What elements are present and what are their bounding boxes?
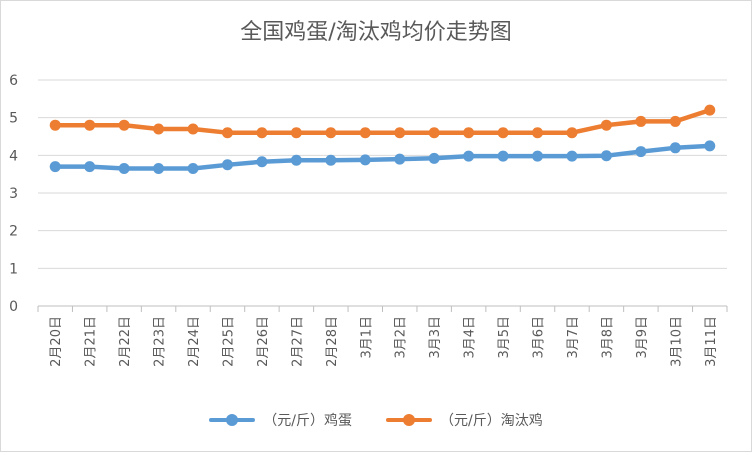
legend: （元/斤）鸡蛋 （元/斤）淘汰鸡 bbox=[0, 410, 752, 430]
data-point bbox=[84, 161, 96, 173]
x-tick-label: 2月28日 bbox=[325, 316, 340, 367]
series-lines bbox=[49, 104, 716, 175]
y-tick-label: 5 bbox=[9, 111, 18, 127]
data-point bbox=[600, 150, 612, 162]
legend-swatch-egg bbox=[209, 413, 256, 427]
data-point bbox=[290, 154, 302, 166]
series-line-1 bbox=[52, 143, 713, 171]
data-point bbox=[256, 156, 268, 168]
data-point bbox=[290, 127, 302, 139]
data-point bbox=[394, 127, 406, 139]
y-tick-label: 1 bbox=[9, 261, 18, 277]
data-point bbox=[566, 127, 578, 139]
legend-item-egg: （元/斤）鸡蛋 bbox=[209, 410, 352, 430]
gridlines bbox=[38, 79, 727, 269]
data-point bbox=[84, 119, 96, 131]
data-point bbox=[359, 127, 371, 139]
y-tick-label: 0 bbox=[9, 299, 18, 315]
x-tick-label: 3月4日 bbox=[463, 316, 478, 359]
axes: 0 1 2 3 4 5 6 2月20日 2月21日 2月22日 2月23日 2月24日 2月25日 2月2… bbox=[9, 73, 728, 367]
data-point bbox=[704, 104, 716, 116]
data-point bbox=[49, 161, 61, 173]
data-point bbox=[153, 163, 165, 175]
legend-label-egg: （元/斤）鸡蛋 bbox=[263, 413, 352, 429]
legend-marker-hen bbox=[403, 414, 415, 426]
y-tick-label: 3 bbox=[9, 186, 18, 202]
data-point bbox=[669, 115, 681, 127]
x-tick-label: 3月2日 bbox=[394, 316, 409, 359]
x-tick-label: 3月7日 bbox=[566, 316, 581, 359]
data-point bbox=[359, 154, 371, 166]
data-point bbox=[325, 154, 337, 166]
data-point bbox=[428, 152, 440, 164]
y-tick-label: 4 bbox=[9, 148, 18, 164]
data-point bbox=[635, 115, 647, 127]
x-tick-label: 3月9日 bbox=[635, 316, 650, 359]
x-tick-label: 3月8日 bbox=[600, 316, 615, 359]
data-point bbox=[566, 150, 578, 162]
x-tick-label: 2月22日 bbox=[118, 316, 133, 367]
x-tick-label: 2月21日 bbox=[84, 316, 99, 367]
data-point bbox=[463, 127, 475, 139]
chart-title: 全国鸡蛋/淘汰鸡均价走势图 bbox=[240, 20, 512, 45]
x-tick-label: 3月6日 bbox=[532, 316, 547, 359]
x-tick-label: 3月10日 bbox=[669, 316, 684, 367]
data-point bbox=[669, 142, 681, 154]
data-point bbox=[635, 146, 647, 158]
data-point bbox=[153, 123, 165, 135]
y-tick-label: 2 bbox=[9, 224, 18, 240]
x-tick-label: 2月25日 bbox=[221, 316, 236, 367]
x-tick-label: 2月23日 bbox=[153, 316, 168, 367]
data-point bbox=[49, 119, 61, 131]
x-tick-label: 3月1日 bbox=[359, 316, 374, 359]
data-point bbox=[221, 159, 233, 171]
data-point bbox=[600, 119, 612, 131]
data-point bbox=[394, 153, 406, 165]
data-point bbox=[532, 150, 544, 162]
legend-label-hen: （元/斤）淘汰鸡 bbox=[440, 413, 543, 429]
legend-swatch-hen bbox=[386, 413, 432, 427]
data-point bbox=[497, 150, 509, 162]
x-tick-label: 2月26日 bbox=[256, 316, 271, 367]
data-point bbox=[118, 163, 130, 175]
data-point bbox=[428, 127, 440, 139]
legend-item-hen: （元/斤）淘汰鸡 bbox=[386, 410, 543, 430]
x-tick-label: 2月20日 bbox=[49, 316, 64, 367]
data-point bbox=[704, 140, 716, 152]
x-tick-label: 3月5日 bbox=[497, 316, 512, 359]
legend-marker-egg bbox=[226, 414, 239, 426]
x-tick-label: 2月24日 bbox=[187, 316, 202, 367]
data-point bbox=[497, 127, 509, 139]
x-tick-label: 3月3日 bbox=[428, 316, 443, 359]
data-point bbox=[118, 119, 130, 131]
data-point bbox=[463, 150, 475, 162]
x-tick-label: 3月11日 bbox=[704, 316, 719, 367]
series-line-2 bbox=[52, 107, 713, 135]
data-point bbox=[187, 163, 199, 175]
x-tick-label: 2月27日 bbox=[290, 316, 305, 367]
data-point bbox=[256, 127, 268, 139]
data-point bbox=[221, 127, 233, 139]
data-point bbox=[532, 127, 544, 139]
data-point bbox=[325, 127, 337, 139]
y-tick-label: 6 bbox=[9, 73, 18, 89]
data-point bbox=[187, 123, 199, 135]
